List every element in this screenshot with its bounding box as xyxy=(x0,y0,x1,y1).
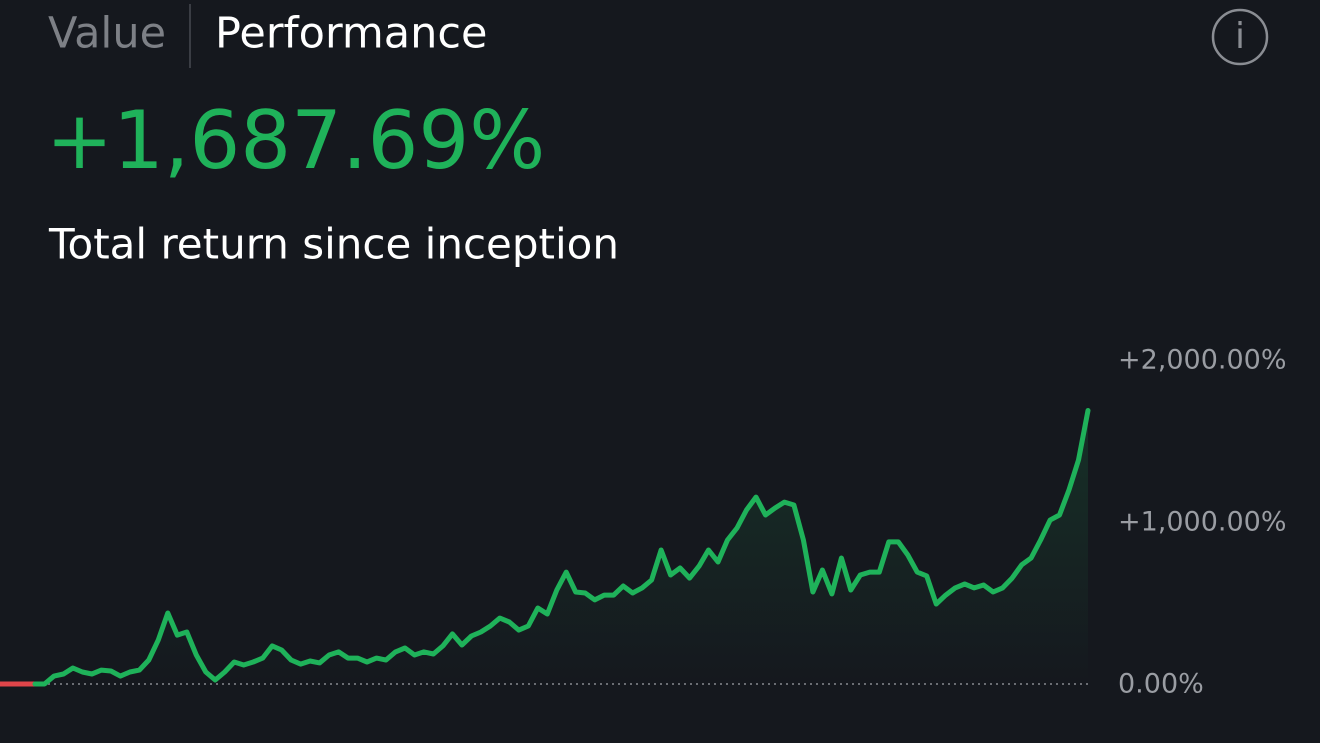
headline-return: +1,687.69% xyxy=(46,94,545,187)
y-tick-label: +2,000.00% xyxy=(1118,345,1287,376)
y-tick-label: 0.00% xyxy=(1118,669,1204,700)
info-icon: i xyxy=(1235,16,1245,57)
tab-value[interactable]: Value xyxy=(48,9,166,59)
y-tick-label: +1,000.00% xyxy=(1118,507,1287,538)
area xyxy=(35,410,1088,684)
tab-performance[interactable]: Performance xyxy=(215,9,488,59)
line xyxy=(32,408,1091,687)
info-circle xyxy=(1211,8,1269,66)
plot: 0.00% +1,000.00% +2,000.00% xyxy=(0,345,1287,700)
info-button[interactable]: i xyxy=(1211,8,1269,66)
subtitle: Total return since inception xyxy=(48,220,619,269)
